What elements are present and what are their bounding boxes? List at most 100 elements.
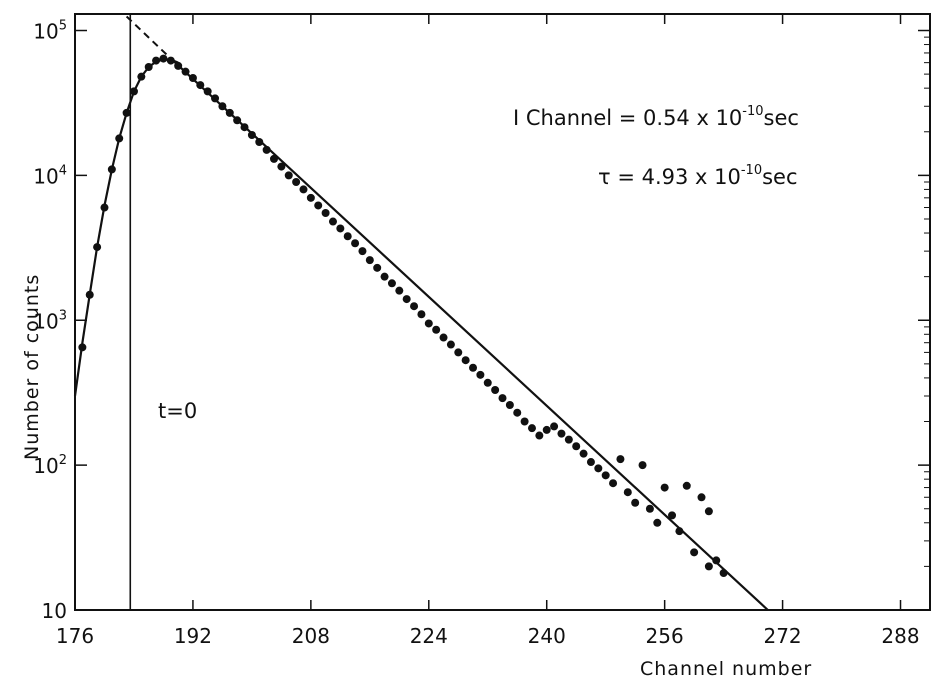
data-point (358, 247, 367, 256)
data-point (166, 56, 175, 65)
x-tick-label: 192 (174, 624, 212, 648)
data-points (78, 54, 728, 578)
data-point (660, 483, 669, 492)
data-point (586, 458, 595, 467)
channel-width-unit: sec (764, 106, 799, 130)
data-point (483, 378, 492, 387)
x-tick-label: 256 (646, 624, 684, 648)
data-point (270, 154, 279, 163)
data-point (343, 232, 352, 241)
data-point (424, 319, 433, 328)
lifetime-unit: sec (762, 165, 797, 189)
data-point (527, 424, 536, 433)
data-point (203, 87, 212, 96)
data-point (550, 422, 559, 431)
plot-frame (74, 13, 931, 611)
y-tick-label: 104 (33, 163, 67, 188)
data-point (557, 429, 566, 438)
data-point (174, 61, 183, 70)
data-point (704, 562, 713, 571)
data-point (564, 435, 573, 444)
data-point (284, 171, 293, 180)
data-point (542, 425, 551, 434)
data-point (609, 479, 618, 488)
data-point (491, 386, 500, 395)
x-axis-label: Channel number (640, 658, 812, 680)
data-point (572, 442, 581, 451)
data-point (513, 408, 522, 417)
data-point (417, 310, 426, 319)
data-point (255, 137, 264, 146)
data-point (336, 224, 345, 233)
y-axis: 10 102 103 104 105 (33, 19, 930, 623)
y-tick-label: 10 (42, 599, 67, 623)
data-point (144, 62, 153, 71)
y-axis-label: Number of counts (21, 274, 43, 460)
data-point (85, 290, 94, 299)
data-point (690, 548, 699, 557)
channel-width-exponent: -10 (742, 104, 763, 119)
data-point (616, 455, 625, 464)
data-point (328, 217, 337, 226)
data-point (439, 333, 448, 342)
plot-area-border (74, 13, 931, 611)
data-point (262, 145, 271, 154)
data-point (196, 81, 205, 90)
y-tick-label: 103 (33, 308, 67, 333)
data-point (240, 123, 249, 132)
data-point (115, 134, 124, 143)
t-zero-label: t=0 (158, 399, 197, 423)
data-point (653, 518, 662, 527)
data-point (292, 178, 301, 187)
data-point (675, 527, 684, 536)
y-tick-label: 105 (33, 19, 67, 44)
data-point (321, 208, 330, 217)
data-point (505, 401, 514, 410)
data-point (469, 363, 478, 372)
data-point (476, 370, 485, 379)
data-point (712, 556, 721, 565)
data-point (395, 286, 404, 295)
lifetime-exponent: -10 (741, 163, 762, 178)
data-point (535, 431, 544, 440)
data-point (638, 461, 647, 470)
channel-width-annotation: I Channel = 0.54 x 10-10sec (513, 104, 799, 130)
data-point (719, 569, 728, 578)
data-point (137, 72, 146, 81)
data-point (129, 87, 138, 96)
data-point (520, 417, 529, 426)
lifetime-annotation: τ = 4.93 x 10-10sec (598, 163, 798, 189)
data-point (461, 356, 470, 365)
x-tick-label: 288 (881, 624, 919, 648)
x-tick-label: 272 (763, 624, 801, 648)
data-point (247, 130, 256, 139)
data-point (306, 193, 315, 202)
data-point (299, 185, 308, 194)
data-point (188, 74, 197, 83)
x-axis: 176 192 208 224 240 256 272 288 (56, 14, 920, 648)
data-point (623, 488, 632, 497)
data-point (432, 325, 441, 334)
data-point (211, 94, 220, 103)
data-point (579, 449, 588, 458)
data-point (93, 243, 102, 252)
data-point (78, 343, 87, 352)
data-point (380, 272, 389, 281)
data-point (594, 464, 603, 473)
data-point (159, 54, 168, 63)
data-point (218, 102, 227, 111)
data-point (181, 67, 190, 76)
data-point (387, 279, 396, 288)
data-point (100, 203, 109, 212)
data-point (373, 263, 382, 272)
data-point (351, 239, 360, 248)
data-point (225, 108, 234, 117)
data-point (446, 340, 455, 349)
data-point (697, 493, 706, 502)
data-point (668, 511, 677, 520)
data-point (277, 162, 286, 171)
x-tick-label: 176 (56, 624, 94, 648)
data-point (152, 56, 161, 65)
data-point (410, 302, 419, 311)
